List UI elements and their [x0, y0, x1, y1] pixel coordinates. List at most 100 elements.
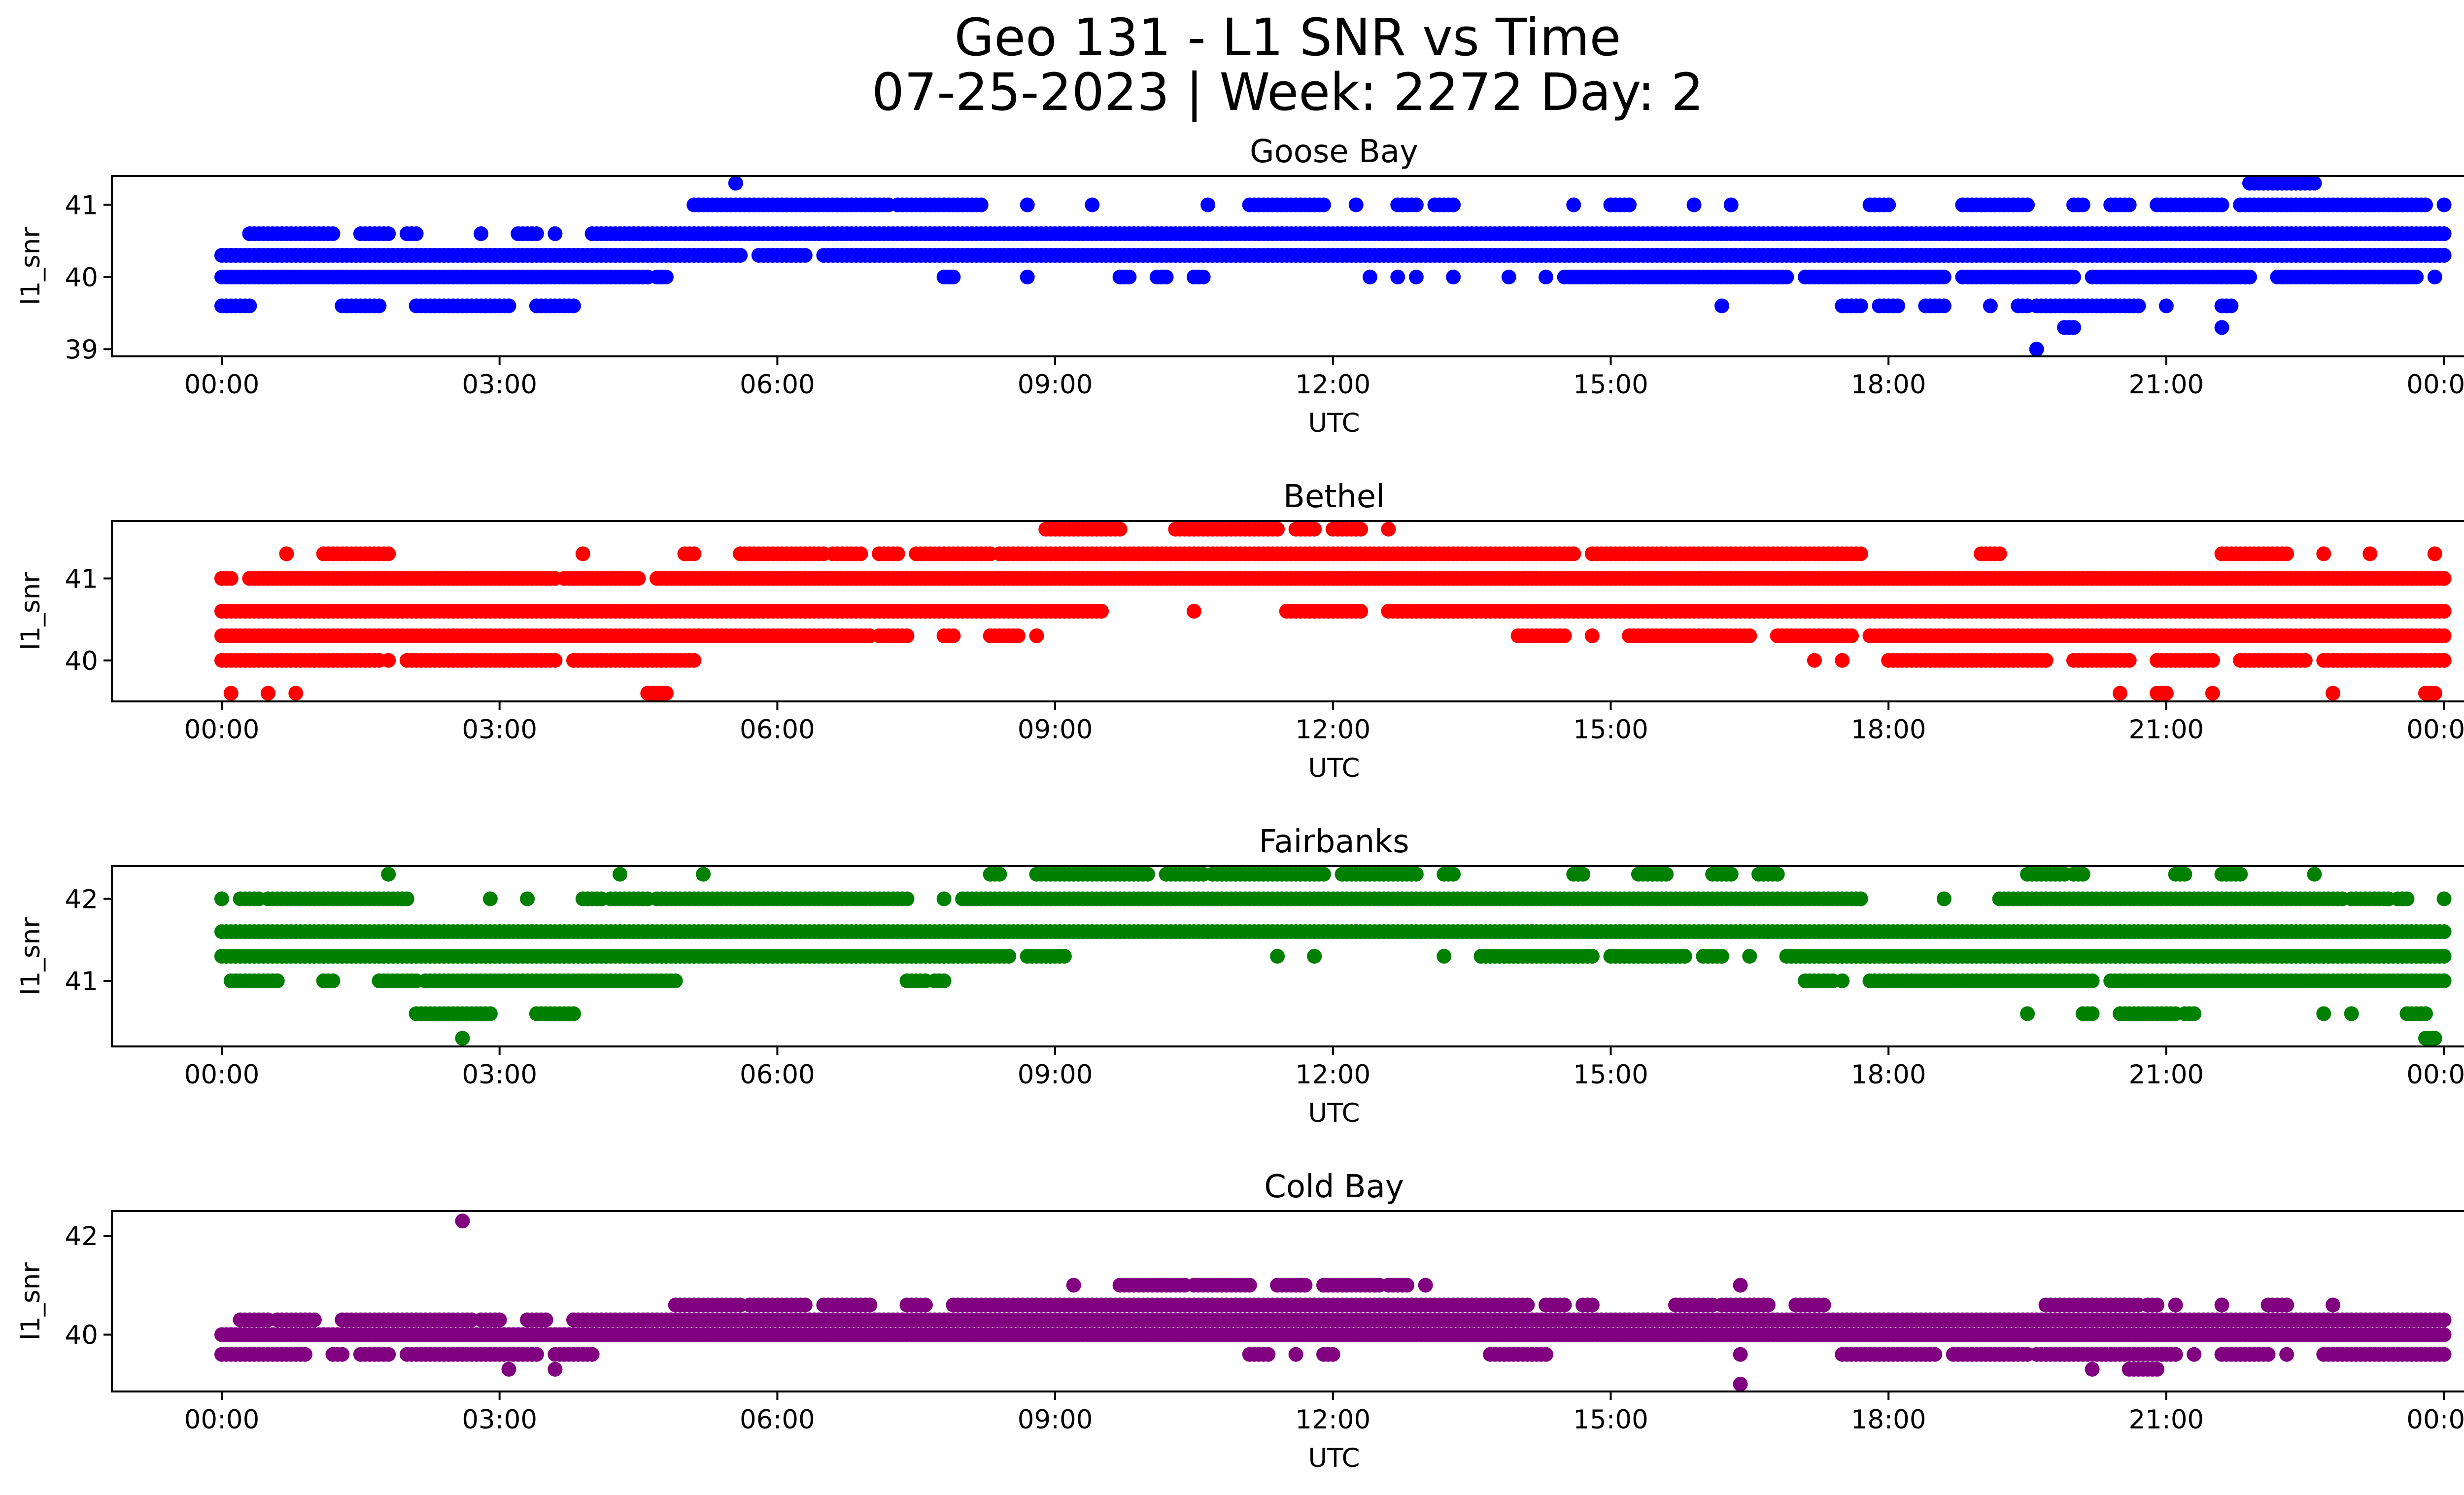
- data-point: [696, 867, 711, 882]
- data-point: [668, 973, 683, 988]
- data-point: [1307, 522, 1322, 537]
- y-tick-label: 40: [65, 263, 98, 293]
- data-point: [2436, 226, 2452, 242]
- data-point: [1853, 546, 1868, 561]
- data-point: [214, 891, 229, 906]
- data-point: [1584, 628, 1600, 643]
- data-point: [409, 226, 424, 242]
- data-point: [223, 686, 239, 701]
- data-point: [1408, 270, 1424, 284]
- data-point: [1122, 270, 1137, 284]
- data-point: [1622, 197, 1637, 212]
- data-point: [733, 248, 748, 263]
- data-point: [728, 176, 743, 191]
- subplot-title: Goose Bay: [1250, 134, 1418, 170]
- data-point: [566, 298, 581, 313]
- y-axis-label: l1_snr: [16, 572, 46, 650]
- data-point: [2075, 867, 2090, 882]
- data-point: [2205, 653, 2220, 668]
- x-tick-label: 09:00: [1018, 370, 1093, 400]
- data-point: [520, 891, 535, 906]
- data-point: [1844, 628, 1859, 643]
- data-point: [890, 546, 905, 561]
- data-point: [853, 546, 868, 561]
- data-point: [1835, 973, 1850, 988]
- data-point: [501, 298, 516, 313]
- data-point: [899, 628, 915, 643]
- data-point: [1094, 604, 1109, 619]
- data-point: [2233, 867, 2248, 882]
- data-point: [1742, 628, 1757, 643]
- data-point: [1112, 522, 1128, 537]
- data-point: [279, 546, 294, 561]
- data-point: [2436, 628, 2452, 643]
- data-point: [973, 197, 989, 212]
- data-point: [2029, 342, 2044, 356]
- data-point: [1363, 270, 1377, 284]
- data-point: [372, 298, 387, 313]
- data-point: [1575, 867, 1591, 882]
- data-point: [1936, 270, 1951, 284]
- data-point: [2409, 270, 2424, 284]
- data-point: [1353, 522, 1369, 537]
- x-tick-label: 00:00: [184, 370, 260, 400]
- data-point: [1316, 197, 1331, 212]
- data-point: [2436, 973, 2452, 988]
- data-point: [1983, 298, 1998, 313]
- data-point: [2075, 197, 2090, 212]
- data-point: [2307, 176, 2322, 191]
- axes-frame: [111, 175, 2464, 357]
- data-point: [1677, 949, 1692, 964]
- data-point: [1270, 949, 1285, 964]
- data-point: [2316, 546, 2331, 561]
- data-point: [1446, 197, 1461, 212]
- scatter-series: [214, 867, 2452, 1046]
- data-point: [1723, 197, 1739, 212]
- x-tick-label: 06:00: [740, 370, 815, 400]
- data-point: [1446, 270, 1461, 284]
- data-point: [482, 1006, 498, 1021]
- data-point: [2113, 686, 2127, 701]
- data-point: [1770, 867, 1785, 882]
- data-point: [2297, 653, 2313, 668]
- data-point: [2436, 924, 2452, 939]
- x-tick-label: 15:00: [1573, 370, 1648, 400]
- data-point: [1881, 197, 1896, 212]
- x-tick-label: 21:00: [2129, 370, 2204, 400]
- data-point: [2066, 270, 2081, 284]
- data-point: [992, 867, 1007, 882]
- subplot-title: Bethel: [1283, 479, 1385, 515]
- data-point: [1196, 270, 1211, 284]
- x-tick-label: 03:00: [462, 715, 537, 745]
- data-point: [2427, 270, 2442, 284]
- scatter-series: [214, 522, 2452, 701]
- data-point: [2436, 653, 2452, 668]
- figure-title-line1: Geo 131 - L1 SNR vs Time: [954, 7, 1621, 68]
- data-point: [2436, 891, 2452, 906]
- x-tick-label: 12:00: [1295, 370, 1370, 400]
- data-point: [261, 686, 275, 701]
- data-point: [2020, 197, 2035, 212]
- data-point: [2205, 686, 2220, 701]
- data-point: [1566, 546, 1581, 561]
- x-tick-label: 15:00: [1573, 715, 1648, 745]
- data-point: [2122, 653, 2137, 668]
- data-point: [482, 891, 498, 906]
- data-point: [1408, 197, 1424, 212]
- data-point: [2085, 973, 2100, 988]
- data-point: [575, 546, 590, 561]
- data-point: [381, 226, 396, 242]
- data-point: [2158, 298, 2174, 313]
- data-point: [946, 270, 961, 284]
- data-point: [1936, 298, 1951, 313]
- data-point: [658, 686, 674, 701]
- data-point: [529, 226, 544, 242]
- data-point: [946, 628, 961, 643]
- data-point: [1992, 546, 2007, 561]
- data-point: [381, 546, 396, 561]
